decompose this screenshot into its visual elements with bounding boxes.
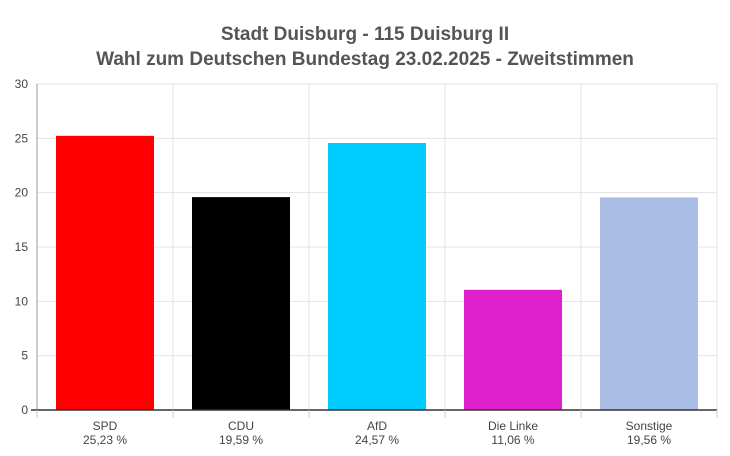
- y-tick-label: 15: [15, 240, 29, 254]
- bar-afd: [328, 143, 426, 411]
- y-tick-label: 30: [15, 77, 29, 91]
- y-tick-label: 10: [15, 294, 29, 308]
- chart-subtitle: Wahl zum Deutschen Bundestag 23.02.2025 …: [96, 49, 634, 70]
- y-tick-label: 0: [21, 403, 28, 417]
- chart-title: Stadt Duisburg - 115 Duisburg II: [220, 24, 510, 45]
- value-label: 19,59 %: [219, 433, 263, 447]
- category-label: Die Linke: [488, 419, 538, 433]
- bar-spd: [56, 135, 154, 411]
- value-label: 25,23 %: [83, 433, 127, 447]
- category-label: CDU: [228, 419, 254, 433]
- category-label: SPD: [93, 419, 118, 433]
- y-tick-label: 25: [15, 131, 29, 145]
- bar-cdu: [192, 197, 290, 410]
- value-label: 11,06 %: [491, 433, 534, 447]
- bar-sonstige: [600, 197, 698, 410]
- value-label: 19,56 %: [627, 433, 671, 447]
- category-label: AfD: [367, 419, 387, 433]
- category-label: Sonstige: [626, 419, 673, 433]
- value-label: 24,57 %: [355, 433, 399, 447]
- bar-die-linke: [464, 289, 562, 410]
- y-tick-label: 20: [15, 186, 29, 200]
- y-tick-label: 5: [21, 349, 28, 363]
